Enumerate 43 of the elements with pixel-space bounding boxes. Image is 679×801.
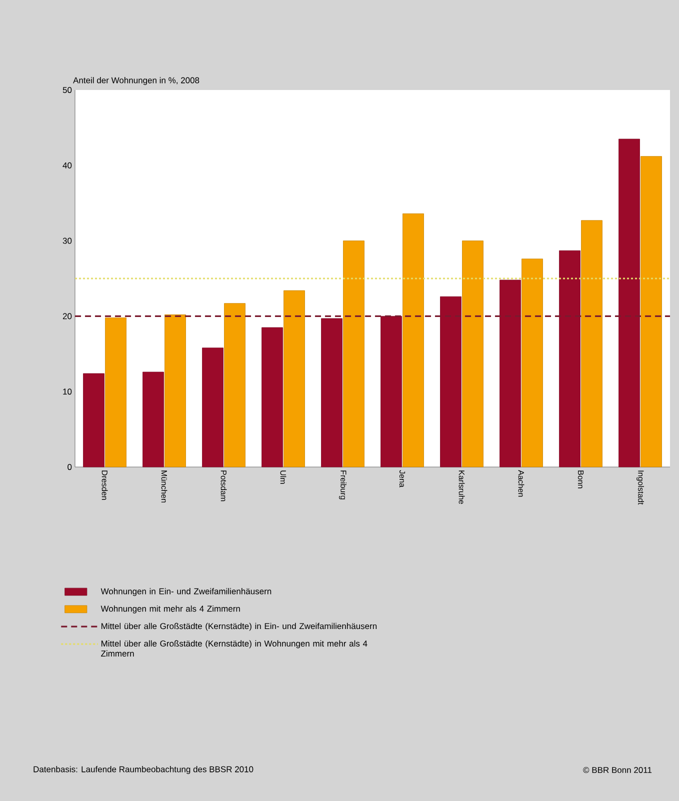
chart-title: Anteil der Wohnungen in %, 2008 xyxy=(73,77,200,85)
bar xyxy=(321,318,342,468)
bar xyxy=(224,303,246,468)
x-tick-label: München xyxy=(161,470,168,502)
bar xyxy=(105,318,126,468)
x-tick-label: Dresden xyxy=(102,470,108,500)
y-tick-label: 10 xyxy=(63,388,72,395)
bar xyxy=(500,280,521,468)
text: Datenbasis: Laufende Raumbeobachtung des BBSR 2010 xyxy=(34,766,254,774)
x-tick-label: Jena xyxy=(399,470,406,488)
bar xyxy=(83,373,104,468)
legend-label: Wohnungen in Ein- und Zweifamilienhäusern xyxy=(100,588,272,596)
y-tick-label: 50 xyxy=(62,86,72,93)
bar xyxy=(343,240,364,468)
bar xyxy=(462,240,484,468)
y-tick-label: 40 xyxy=(62,162,72,168)
legend-label: Wohnungen mit mehr als 4 Zimmern xyxy=(100,605,240,614)
bar xyxy=(522,258,543,468)
x-tick-label: Karlsruhe xyxy=(458,470,465,504)
bar xyxy=(164,314,186,468)
x-tick-label: Aachen xyxy=(518,470,524,497)
legend-label: Mittel über alle Großstädte (Kernstädte) in Ein- und Zweifamilienhäusern xyxy=(101,622,377,631)
x-tick-label: Ulm xyxy=(280,470,286,484)
legend-label: Mittel über alle Großstädte (Kernstädte) in Wohnungen mit mehr als 4 Zimmern xyxy=(101,640,368,657)
bar xyxy=(202,348,224,468)
bar xyxy=(559,250,580,468)
bar xyxy=(284,290,305,468)
y-tick-label: 20 xyxy=(62,313,72,320)
bar xyxy=(380,316,402,468)
bar xyxy=(142,372,164,468)
bar xyxy=(581,220,602,468)
x-tick-label: Freiburg xyxy=(339,470,346,500)
text: © BBR Bonn 2011 xyxy=(583,766,652,773)
x-tick-label: Bonn xyxy=(578,470,584,488)
bar xyxy=(440,296,462,468)
bar xyxy=(402,213,424,468)
y-tick-label: 0 xyxy=(68,464,72,470)
y-tick-label: 30 xyxy=(62,238,72,244)
bar xyxy=(262,327,283,468)
x-tick-label: Ingolstadt xyxy=(636,470,644,505)
bar xyxy=(640,156,662,468)
bar xyxy=(618,138,640,468)
x-tick-label: Potsdam xyxy=(220,470,227,502)
